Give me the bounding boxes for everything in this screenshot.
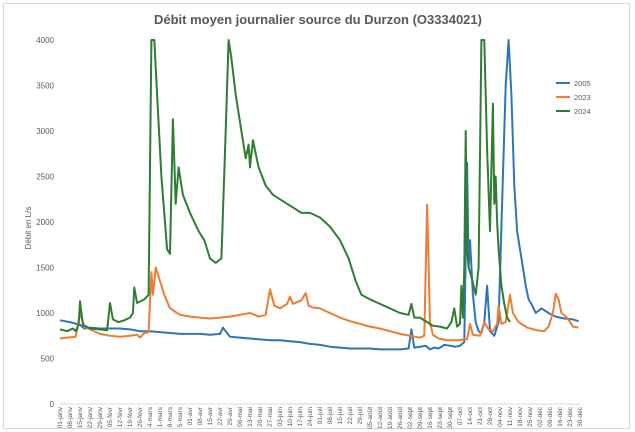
x-tick-label: 18-nov xyxy=(517,406,524,427)
x-tick-label: 4-mars xyxy=(147,406,154,427)
y-tick-label: 1500 xyxy=(36,264,54,273)
x-tick-label: 26-févr xyxy=(137,406,144,427)
x-tick-label: 27-mai xyxy=(267,407,274,427)
y-tick-label: 4000 xyxy=(36,36,54,45)
x-tick-label: 26-août xyxy=(397,407,404,429)
legend-label-2005: 2005 xyxy=(574,79,591,88)
x-tick-label: 15-janv xyxy=(77,406,84,428)
x-tick-label: 19-août xyxy=(387,407,394,429)
y-tick-label: 3000 xyxy=(36,127,54,136)
y-tick-label: 2500 xyxy=(36,173,54,182)
legend: 2005 2023 2024 xyxy=(556,79,591,116)
x-tick-label: 24-juin xyxy=(307,407,314,427)
x-tick-label: 06-mai xyxy=(237,407,244,427)
x-tick-label: 03-juin xyxy=(277,407,284,427)
x-tick-label: 02-déc xyxy=(537,406,544,427)
x-tick-label: 10-juin xyxy=(287,407,294,427)
legend-label-2023: 2023 xyxy=(574,93,591,102)
series-line-2023 xyxy=(59,203,579,342)
series-line-2024 xyxy=(59,39,511,333)
x-tick-label: 02-sept xyxy=(407,407,414,429)
x-tick-label: 23-sept xyxy=(437,407,444,429)
x-tick-label: 29-avr xyxy=(227,406,234,425)
x-tick-label: 23-déc xyxy=(567,406,574,427)
x-tick-label: 25-nov xyxy=(527,406,534,427)
x-tick-label: 09-sept xyxy=(417,407,424,429)
x-tick-label: 05-août xyxy=(367,407,374,429)
x-tick-label: 17-juin xyxy=(297,407,304,427)
legend-label-2024: 2024 xyxy=(574,107,591,116)
y-axis-label: Débit en L/s xyxy=(24,207,33,250)
x-tick-label: 8-mars xyxy=(167,406,174,427)
x-tick-label: 08-janv xyxy=(67,406,74,428)
x-tick-label: 08-juil xyxy=(327,406,334,424)
x-tick-label: 19-févr xyxy=(127,406,134,427)
x-tick-label: 13-mai xyxy=(247,407,254,427)
x-tick-label: 30-déc xyxy=(577,406,584,427)
x-tick-label: 20-mai xyxy=(257,407,264,427)
x-tick-label: 05-févr xyxy=(107,406,114,427)
y-axis-ticks: 0 500 1000 1500 2000 2500 3000 3500 4000 xyxy=(36,36,54,409)
x-tick-label: 5-mars xyxy=(177,406,184,427)
x-tick-label: 08-avr xyxy=(197,406,204,425)
x-tick-label: 16-sept xyxy=(427,407,434,429)
x-tick-label: 22-juil xyxy=(347,406,354,424)
x-tick-label: 1-mars xyxy=(157,406,164,427)
x-tick-label: 29-janv xyxy=(97,406,104,428)
x-tick-label: 04-nov xyxy=(497,406,504,427)
x-tick-label: 29-juil xyxy=(357,406,364,424)
x-tick-label: 15-juil xyxy=(337,406,344,424)
x-tick-label: 22-avr xyxy=(217,406,224,425)
x-tick-label: 28-oct xyxy=(487,407,494,425)
x-tick-label: 09-déc xyxy=(547,406,554,427)
chart-title: Débit moyen journalier source du Durzon … xyxy=(154,12,482,27)
x-tick-label: 12-févr xyxy=(117,406,124,427)
plot-area xyxy=(59,39,579,351)
y-tick-label: 3500 xyxy=(36,82,54,91)
x-tick-label: 01-avr xyxy=(187,406,194,425)
y-tick-label: 0 xyxy=(50,400,55,409)
y-tick-label: 2000 xyxy=(36,218,54,227)
x-tick-label: 15-avr xyxy=(207,406,214,425)
x-tick-label: 30-sept xyxy=(447,407,454,429)
x-tick-label: 22-janv xyxy=(87,406,94,428)
x-axis-ticks: 01-janv 08-janv 15-janv 22-janv 29-janv 05-fé… xyxy=(57,406,584,429)
x-tick-label: 21-oct xyxy=(477,407,484,425)
x-tick-label: 07-oct xyxy=(457,407,464,425)
x-tick-label: 11-nov xyxy=(507,406,514,426)
y-tick-label: 500 xyxy=(41,355,55,364)
y-tick-label: 1000 xyxy=(36,309,54,318)
x-tick-label: 12-août xyxy=(377,407,384,429)
x-tick-label: 14-oct xyxy=(467,407,474,425)
x-tick-label: 01-juil xyxy=(317,406,324,424)
series-line-2005 xyxy=(59,39,579,351)
x-tick-label: 01-janv xyxy=(57,406,64,428)
x-tick-label: 16-déc xyxy=(557,406,564,427)
